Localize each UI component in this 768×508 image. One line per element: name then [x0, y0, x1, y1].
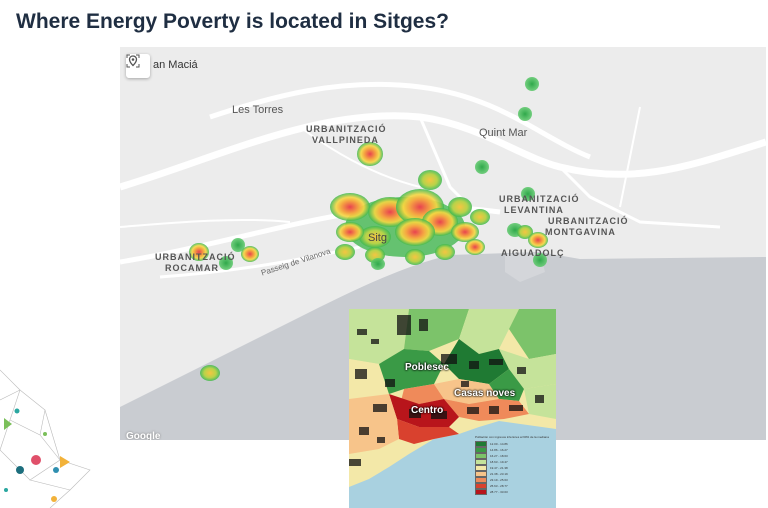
heat-point-rocamar-4: [241, 246, 259, 262]
legend-item: 12.00 - 14.86: [475, 441, 555, 447]
legend-item: 18.63 - 19.47: [475, 459, 555, 465]
legend-swatch: [475, 477, 487, 483]
inset-canvas: [349, 309, 556, 508]
legend-item: 23.19 - 25.63: [475, 477, 555, 483]
legend-label: 19.47 - 21.38: [490, 466, 508, 470]
inset-label-poblesec: Poblesec: [405, 362, 449, 373]
legend-item: 16.27 - 18.63: [475, 453, 555, 459]
inset-legend: Población con ingresos inferiores al 60%…: [475, 435, 555, 495]
passeig-road: [159, 245, 361, 279]
heat-point-rocamar-1: [189, 243, 209, 261]
legend-label: 21.38 - 23.19: [490, 472, 508, 476]
legend-swatch: [475, 453, 487, 459]
label-montgavina-2: MONTGAVINA: [545, 227, 616, 237]
highway-c32: [120, 112, 766, 191]
road-local-1: [299, 126, 421, 188]
road-local-2: [120, 218, 291, 228]
heat-point-rocamar-3: [231, 238, 245, 252]
heat-point-north-1: [525, 77, 539, 91]
label-plaza: an Maciá: [153, 59, 198, 71]
legend-label: 25.63 - 28.77: [490, 484, 508, 488]
heat-cluster-vallpineda: [357, 142, 383, 166]
road-local-3: [619, 106, 641, 208]
locate-button[interactable]: [126, 54, 150, 78]
legend-swatch: [475, 471, 487, 477]
heat-point-south: [200, 365, 220, 381]
label-les-torres: Les Torres: [232, 104, 284, 116]
legend-swatch: [475, 441, 487, 447]
legend-item: 21.38 - 23.19: [475, 471, 555, 477]
heat-cluster-aiguadolc: [507, 223, 548, 267]
label-sitges: Sitg: [368, 232, 387, 244]
decorative-network-graphic: [0, 369, 91, 508]
legend-item: 28.77 - 33.03: [475, 489, 555, 495]
legend-label: 16.27 - 18.63: [490, 454, 508, 458]
label-levantina-1: URBANITZACIÓ: [499, 194, 580, 204]
poverty-inset-map: Poblesec Casas noves Centro Población co…: [349, 309, 556, 508]
heat-point-rocamar-2: [219, 256, 233, 270]
heat-point-north-2: [518, 107, 532, 121]
label-quint-mar: Quint Mar: [479, 127, 528, 139]
legend-title: Población con ingresos inferiores al 60%…: [475, 435, 549, 439]
label-levantina-2: LEVANTINA: [504, 205, 564, 215]
inset-label-centro: Centro: [411, 405, 444, 416]
label-vallpineda-1: URBANITZACIÓ: [306, 124, 387, 134]
heat-point-levantina: [521, 187, 535, 201]
legend-swatch: [475, 447, 487, 453]
legend-swatch: [475, 483, 487, 489]
label-vallpineda-2: VALLPINEDA: [312, 135, 379, 145]
google-attribution: Google: [126, 431, 161, 440]
highway-north: [209, 81, 591, 160]
label-montgavina-1: URBANITZACIÓ: [548, 216, 629, 226]
inset-label-casas-noves: Casas noves: [454, 388, 516, 399]
locate-icon: [126, 54, 140, 68]
legend-swatch: [475, 459, 487, 465]
heat-cluster-center: [330, 170, 490, 270]
legend-label: 14.86 - 16.27: [490, 448, 508, 452]
legend-swatch: [475, 489, 487, 495]
legend-item: 14.86 - 16.27: [475, 447, 555, 453]
heat-point-quintmar: [475, 160, 489, 174]
label-rocamar-1: URBANITZACIÓ: [155, 252, 236, 262]
road-east: [558, 165, 721, 229]
page-title: Where Energy Poverty is located in Sitge…: [16, 10, 449, 33]
legend-item: 25.63 - 28.77: [475, 483, 555, 489]
label-aiguadolc: AIGUADOLÇ: [501, 248, 565, 258]
legend-swatch: [475, 465, 487, 471]
legend-item: 19.47 - 21.38: [475, 465, 555, 471]
legend-label: 18.63 - 19.47: [490, 460, 508, 464]
label-rocamar-2: ROCAMAR: [165, 263, 219, 273]
legend-label: 12.00 - 14.86: [490, 442, 508, 446]
legend-label: 28.77 - 33.03: [490, 490, 508, 494]
legend-label: 23.19 - 25.63: [490, 478, 508, 482]
